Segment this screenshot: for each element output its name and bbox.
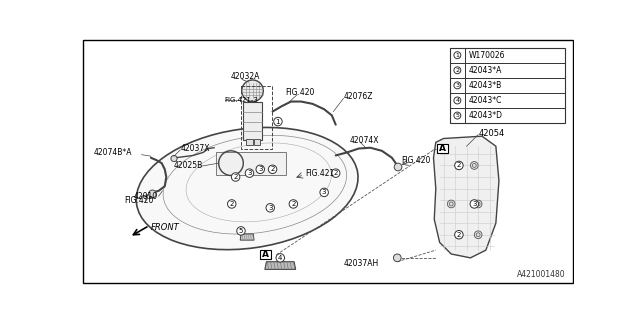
Text: 3: 3 [322, 189, 326, 196]
Bar [241, 86, 272, 149]
Text: 2: 2 [457, 232, 461, 238]
Circle shape [289, 200, 298, 208]
Text: FIG.420: FIG.420 [285, 88, 315, 97]
Circle shape [268, 165, 276, 173]
Circle shape [474, 231, 482, 239]
Text: W170026: W170026 [469, 51, 506, 60]
Circle shape [148, 190, 156, 198]
Text: 2: 2 [270, 166, 275, 172]
Text: 42074B*A: 42074B*A [93, 148, 132, 157]
Bar [254, 139, 260, 145]
Circle shape [266, 204, 275, 212]
Text: 42025B: 42025B [174, 161, 204, 170]
Text: 4: 4 [456, 98, 460, 103]
Bar [216, 152, 285, 175]
Text: 3: 3 [247, 170, 252, 176]
Text: 42074X: 42074X [349, 136, 379, 145]
Text: 2: 2 [291, 201, 296, 207]
Circle shape [242, 80, 263, 101]
Circle shape [245, 169, 253, 177]
Bar [246, 139, 253, 145]
Circle shape [470, 200, 479, 208]
Text: A421001480: A421001480 [516, 270, 565, 279]
Text: 42010: 42010 [134, 192, 158, 201]
Circle shape [394, 163, 402, 171]
Polygon shape [433, 136, 499, 258]
Text: 2: 2 [234, 174, 238, 180]
Polygon shape [265, 262, 296, 269]
Circle shape [274, 117, 282, 126]
Circle shape [447, 200, 455, 208]
Circle shape [237, 227, 245, 235]
Text: A: A [262, 250, 269, 259]
Circle shape [454, 52, 461, 59]
Bar [450, 48, 565, 123]
Text: 3: 3 [456, 83, 460, 88]
Circle shape [256, 165, 264, 173]
Text: 5: 5 [456, 113, 460, 118]
Circle shape [474, 200, 482, 208]
Text: FIG.420: FIG.420 [124, 196, 154, 204]
Circle shape [470, 162, 478, 169]
Text: 42037AH: 42037AH [344, 259, 379, 268]
Circle shape [227, 200, 236, 208]
Text: FIG.421-3: FIG.421-3 [225, 97, 259, 103]
Text: FIG.421: FIG.421 [305, 169, 334, 178]
Circle shape [332, 169, 340, 177]
Text: 1: 1 [456, 53, 460, 58]
Bar [437, 144, 448, 153]
Circle shape [455, 231, 463, 239]
Circle shape [454, 82, 461, 89]
Text: 2: 2 [457, 163, 461, 168]
Text: 3: 3 [258, 166, 262, 172]
Bar [260, 250, 271, 260]
Circle shape [455, 162, 463, 169]
Bar [243, 101, 262, 140]
Text: 42043*B: 42043*B [469, 81, 502, 90]
Text: 4: 4 [278, 255, 282, 261]
Text: 42043*C: 42043*C [469, 96, 502, 105]
Text: 2: 2 [333, 170, 338, 176]
Circle shape [232, 173, 240, 181]
Text: 2: 2 [456, 68, 460, 73]
Text: 42037X: 42037X [180, 144, 210, 153]
Text: 3: 3 [472, 201, 477, 207]
Text: FIG.420: FIG.420 [401, 156, 431, 164]
Text: 3: 3 [268, 205, 273, 211]
Text: FRONT: FRONT [151, 222, 180, 232]
Polygon shape [240, 234, 254, 240]
Circle shape [454, 97, 461, 104]
Circle shape [276, 254, 285, 262]
Text: A: A [439, 144, 446, 153]
Text: 5: 5 [239, 228, 243, 234]
Circle shape [171, 156, 177, 162]
Text: 42054: 42054 [478, 129, 504, 138]
Ellipse shape [136, 127, 358, 250]
Text: 42043*A: 42043*A [469, 66, 502, 75]
Circle shape [454, 230, 463, 239]
Circle shape [394, 254, 401, 262]
Circle shape [454, 161, 463, 170]
Text: 42043*D: 42043*D [469, 111, 503, 120]
Text: 1: 1 [276, 118, 280, 124]
Text: 42032A: 42032A [230, 72, 260, 81]
Circle shape [454, 112, 461, 119]
Circle shape [320, 188, 328, 196]
Text: 42076Z: 42076Z [344, 92, 373, 101]
Circle shape [454, 67, 461, 74]
Text: 2: 2 [230, 201, 234, 207]
